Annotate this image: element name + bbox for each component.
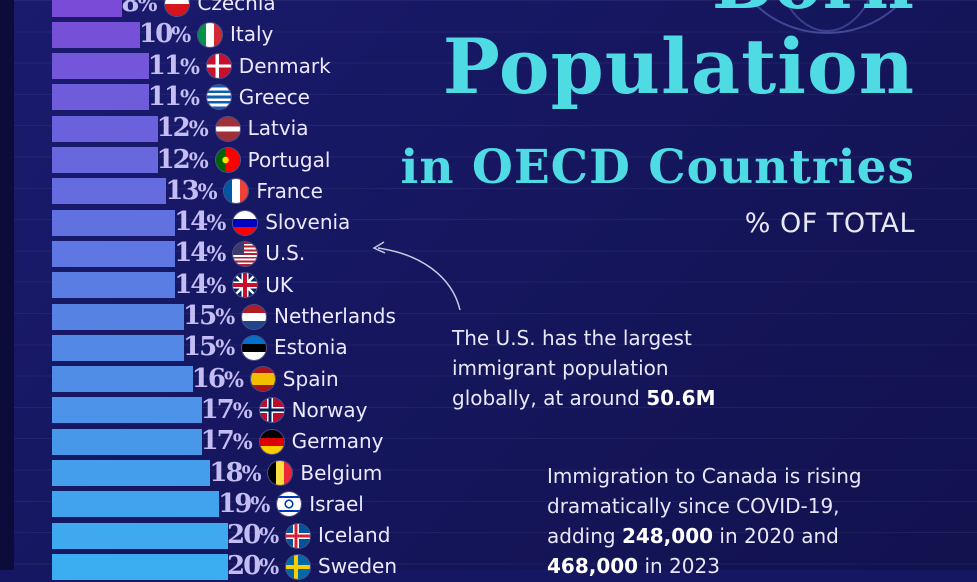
country-label-uk: UK	[265, 272, 293, 297]
value-label-italy: 10%	[139, 19, 192, 50]
value-label-estonia: 15%	[183, 332, 236, 363]
bar-sweden	[52, 553, 228, 580]
bar-germany	[52, 428, 202, 455]
value-label-netherlands: 15%	[183, 301, 236, 331]
value-label-latvia: 12%	[156, 113, 209, 144]
value-label-iceland: 20%	[227, 520, 280, 551]
bar-estonia	[52, 334, 184, 361]
country-label-israel: Israel	[309, 491, 364, 516]
country-label-iceland: Iceland	[318, 523, 391, 548]
canada-annotation-line-1: Immigration to Canada is rising	[547, 464, 862, 488]
canada-annotation-line-3: adding 248,000 in 2020 and	[547, 521, 862, 551]
canada-annotation-line-3-suffix: in 2020 and	[713, 524, 839, 548]
france-flag-icon	[224, 179, 249, 204]
bar-iceland	[52, 522, 228, 549]
value-label-norway: 17%	[200, 394, 253, 425]
bar-denmark	[52, 53, 149, 80]
bar-czechia	[52, 0, 123, 17]
us-flag-icon	[233, 241, 258, 266]
slovenia-flag-icon	[233, 210, 258, 235]
us-annotation-line-2: immigrant population	[452, 356, 669, 380]
canada-annotation-line-4-suffix: in 2023	[638, 554, 720, 578]
country-label-denmark: Denmark	[238, 53, 331, 78]
norway-flag-icon	[259, 398, 284, 423]
bar-italy	[52, 21, 140, 48]
title-line-2: Population	[442, 22, 915, 111]
bar-chart: 8% Czechia 10% Italy 11% Denmark 11% Greece 12% L…	[0, 0, 430, 581]
country-label-portugal: Portugal	[247, 147, 331, 172]
germany-flag-icon	[259, 429, 284, 454]
sweden-flag-icon	[286, 554, 310, 579]
value-label-slovenia: 14%	[174, 207, 227, 238]
country-label-belgium: Belgium	[300, 460, 383, 485]
country-label-greece: Greece	[238, 84, 310, 109]
subtitle: % OF TOTAL	[744, 208, 915, 239]
bar-greece	[52, 84, 149, 111]
canada-annotation-line-4: 468,000 in 2023	[547, 551, 862, 581]
us-annotation-line-1: The U.S. has the largest	[452, 326, 692, 350]
bar-france	[52, 178, 167, 205]
annotation-arrow	[372, 241, 461, 311]
bar-slovenia	[52, 209, 176, 236]
bar-netherlands	[52, 303, 184, 330]
czechia-flag-icon	[165, 0, 190, 16]
country-label-spain: Spain	[282, 366, 339, 391]
canada-annotation-figure-2020: 248,000	[621, 524, 714, 548]
value-label-belgium: 18%	[209, 457, 262, 488]
title-line-1: Born	[712, 0, 915, 25]
country-label-germany: Germany	[291, 429, 384, 454]
country-label-estonia: Estonia	[274, 335, 348, 360]
netherlands-flag-icon	[242, 304, 266, 329]
left-edge-strip	[0, 0, 14, 570]
bar-belgium	[52, 460, 211, 486]
value-label-israel: 19%	[218, 488, 271, 519]
value-label-germany: 17%	[200, 426, 253, 457]
value-label-sweden: 20%	[227, 551, 280, 582]
latvia-flag-icon	[215, 116, 240, 141]
us-annotation: The U.S. has the largest immigrant popul…	[452, 323, 716, 413]
canada-annotation-line-3-prefix: adding	[547, 524, 622, 548]
country-label-norway: Norway	[291, 397, 368, 422]
bar-portugal	[52, 147, 158, 173]
iceland-flag-icon	[286, 523, 310, 548]
us-annotation-figure: 50.6M	[646, 386, 716, 410]
italy-flag-icon	[198, 22, 222, 47]
canada-annotation-figure-2023: 468,000	[547, 554, 639, 578]
country-label-france: France	[256, 178, 323, 203]
bar-us	[52, 240, 176, 267]
value-label-uk: 14%	[174, 269, 227, 300]
bar-norway	[52, 397, 202, 424]
country-label-netherlands: Netherlands	[274, 304, 396, 328]
spain-flag-icon	[250, 367, 275, 392]
value-label-czechia: 8%	[121, 0, 158, 18]
country-label-sweden: Sweden	[318, 554, 398, 579]
value-label-france: 13%	[165, 175, 218, 206]
estonia-flag-icon	[242, 335, 266, 360]
belgium-flag-icon	[268, 461, 293, 485]
bar-israel	[52, 491, 220, 518]
bar-spain	[52, 366, 193, 393]
country-label-us: U.S.	[265, 241, 306, 266]
bar-uk	[52, 272, 176, 299]
value-label-us: 14%	[174, 238, 227, 269]
us-annotation-line-3: globally, at around 50.6M	[452, 383, 716, 413]
value-label-spain: 16%	[191, 363, 244, 394]
israel-flag-icon	[277, 492, 302, 517]
canada-annotation-line-2: dramatically since COVID-19,	[547, 494, 840, 518]
country-label-czechia: Czechia	[197, 0, 276, 15]
denmark-flag-icon	[206, 54, 231, 79]
canada-annotation: Immigration to Canada is rising dramatic…	[547, 461, 862, 581]
uk-flag-icon	[233, 273, 258, 298]
value-label-denmark: 11%	[147, 50, 200, 81]
country-label-latvia: Latvia	[247, 116, 309, 141]
value-label-portugal: 12%	[156, 144, 209, 175]
country-label-slovenia: Slovenia	[265, 210, 351, 235]
value-label-greece: 11%	[147, 81, 200, 112]
us-annotation-line-3-text: globally, at around	[452, 386, 647, 410]
greece-flag-icon	[206, 85, 231, 110]
bar-latvia	[52, 115, 158, 142]
title-line-3: in OECD Countries	[400, 140, 915, 195]
portugal-flag-icon	[215, 148, 240, 172]
country-label-italy: Italy	[230, 22, 274, 47]
